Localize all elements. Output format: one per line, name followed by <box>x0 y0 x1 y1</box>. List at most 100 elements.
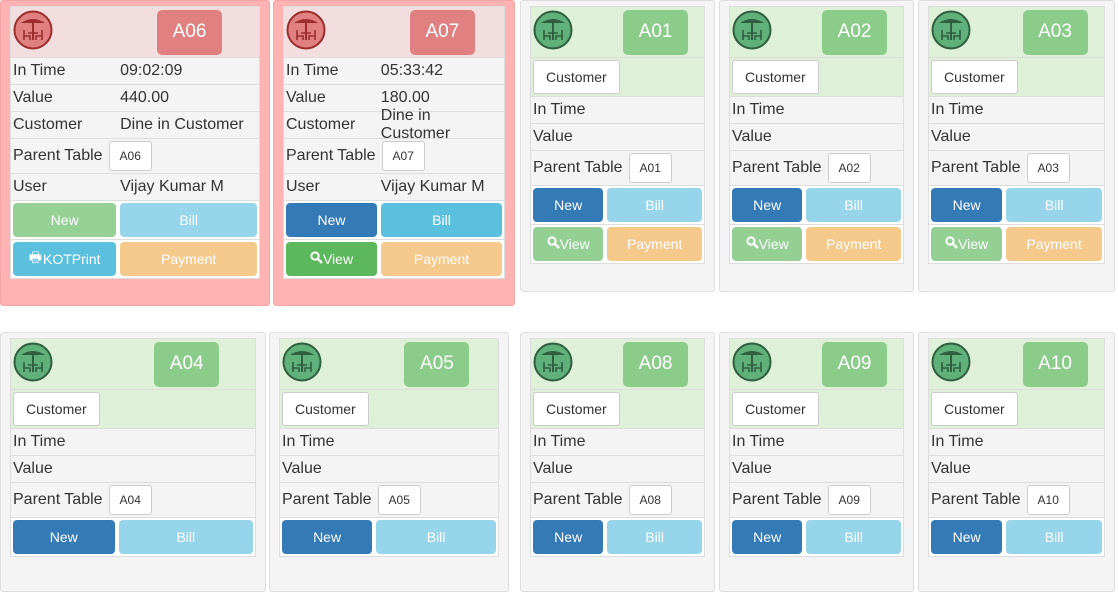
table-number-badge[interactable]: A04 <box>154 341 220 387</box>
in-time-row: In Time <box>531 429 704 456</box>
table-number-badge[interactable]: A08 <box>623 341 689 387</box>
value-row: Value <box>11 456 255 483</box>
view-button[interactable]: View <box>931 227 1003 261</box>
button-label: New <box>50 212 79 228</box>
bill-button[interactable]: Bill <box>806 188 901 222</box>
parent-table-button[interactable]: A06 <box>108 141 152 171</box>
bill-button[interactable]: Bill <box>1006 188 1102 222</box>
table-number-badge[interactable]: A06 <box>157 9 223 55</box>
in-time-row: In Time <box>929 429 1104 456</box>
new-button[interactable]: New <box>286 203 378 237</box>
parent-table-label: Parent Table <box>732 159 822 176</box>
bill-button[interactable]: Bill <box>376 520 496 554</box>
new-button[interactable]: New <box>732 520 803 554</box>
bill-button[interactable]: Bill <box>381 203 502 237</box>
table-number-badge[interactable]: A09 <box>822 341 888 387</box>
bill-button[interactable]: Bill <box>607 188 702 222</box>
table-number-badge[interactable]: A02 <box>822 9 888 55</box>
customer-button[interactable]: Customer <box>931 392 1018 426</box>
table-header: A08 <box>531 339 704 390</box>
table-number-badge[interactable]: A01 <box>623 9 689 55</box>
parent-table-button[interactable]: A08 <box>628 485 672 515</box>
parent-table-button[interactable]: A10 <box>1026 485 1070 515</box>
payment-button[interactable]: Payment <box>120 242 257 276</box>
new-button[interactable]: New <box>13 520 115 554</box>
button-row: New Bill <box>531 518 704 556</box>
kotprint-button[interactable]: 🖶 KOTPrint <box>13 242 117 276</box>
in-time-value: 05:33:42 <box>380 62 444 79</box>
new-button[interactable]: New <box>931 520 1003 554</box>
table-dining-icon <box>13 342 53 386</box>
button-row: View Payment <box>929 225 1104 263</box>
customer-button[interactable]: Customer <box>732 60 819 94</box>
table-card-A06: A06 In Time 09:02:09 Value 440.00 Customer Din… <box>0 0 270 306</box>
customer-row: Customer Dine in Customer <box>11 112 259 139</box>
table-header: A07 <box>284 7 504 58</box>
value-amount: 440.00 <box>120 89 170 106</box>
customer-button[interactable]: Customer <box>533 60 620 94</box>
parent-table-button[interactable]: A07 <box>381 141 425 171</box>
parent-table-button[interactable]: A01 <box>628 153 672 183</box>
table-dining-icon <box>931 10 971 54</box>
button-label: Bill <box>645 529 665 545</box>
table-header: A10 <box>929 339 1104 390</box>
button-label: Bill <box>645 197 665 213</box>
new-button[interactable]: New <box>282 520 373 554</box>
value-row: Value <box>730 456 903 483</box>
bill-button[interactable]: Bill <box>118 520 253 554</box>
parent-table-button[interactable]: A04 <box>108 485 152 515</box>
bill-button[interactable]: Bill <box>806 520 901 554</box>
customer-button[interactable]: Customer <box>533 392 620 426</box>
table-dining-icon <box>732 342 772 386</box>
table-number-badge[interactable]: A05 <box>404 341 470 387</box>
view-button[interactable]: View <box>286 242 378 276</box>
parent-table-row: Parent Table A04 <box>11 483 255 518</box>
customer-button[interactable]: Customer <box>732 392 819 426</box>
bill-button[interactable]: Bill <box>607 520 702 554</box>
parent-table-button[interactable]: A05 <box>377 485 421 515</box>
value-row: Value 180.00 <box>284 85 504 112</box>
payment-button[interactable]: Payment <box>1006 227 1102 261</box>
button-row: New Bill <box>531 186 704 225</box>
bill-button[interactable]: Bill <box>1006 520 1102 554</box>
new-button[interactable]: New <box>533 188 604 222</box>
customer-button[interactable]: Customer <box>282 392 369 426</box>
button-label: New <box>317 212 346 228</box>
user-row: User Vijay Kumar M <box>11 174 259 201</box>
parent-table-button[interactable]: A03 <box>1026 153 1070 183</box>
customer-button[interactable]: Customer <box>13 392 100 426</box>
new-button[interactable]: New <box>13 203 117 237</box>
payment-button[interactable]: Payment <box>607 227 702 261</box>
value-label: Value <box>533 460 573 477</box>
parent-table-button[interactable]: A02 <box>827 153 871 183</box>
payment-button[interactable]: Payment <box>381 242 502 276</box>
new-button[interactable]: New <box>732 188 803 222</box>
customer-button[interactable]: Customer <box>931 60 1018 94</box>
table-card-A02: A02 Customer In Time Value Parent Table A02 Ne… <box>719 0 914 292</box>
parent-table-row: Parent Table A05 <box>280 483 498 518</box>
table-info: A05 Customer In Time Value Parent Table A05 Ne… <box>279 338 499 557</box>
view-button[interactable]: View <box>732 227 803 261</box>
value-label: Value <box>286 89 326 106</box>
table-number-badge[interactable]: A07 <box>409 9 475 55</box>
bill-button[interactable]: Bill <box>120 203 257 237</box>
new-button[interactable]: New <box>931 188 1003 222</box>
table-info: A08 Customer In Time Value Parent Table A08 Ne… <box>530 338 705 557</box>
value-label: Value <box>13 460 53 477</box>
table-number-badge[interactable]: A10 <box>1022 341 1088 387</box>
parent-table-button[interactable]: A09 <box>827 485 871 515</box>
search-icon <box>310 251 323 267</box>
value-label: Value <box>13 89 53 106</box>
button-label: Bill <box>1044 529 1064 545</box>
table-dining-icon <box>13 10 53 54</box>
new-button[interactable]: New <box>533 520 604 554</box>
button-label: Bill <box>1044 197 1064 213</box>
button-label: New <box>952 529 981 545</box>
payment-button[interactable]: Payment <box>806 227 901 261</box>
button-label: Bill <box>844 197 864 213</box>
in-time-row: In Time <box>531 97 704 124</box>
parent-table-row: Parent Table A07 <box>284 139 504 174</box>
table-number-badge[interactable]: A03 <box>1022 9 1088 55</box>
view-button[interactable]: View <box>533 227 604 261</box>
table-info: A06 In Time 09:02:09 Value 440.00 Customer Din… <box>10 6 260 279</box>
